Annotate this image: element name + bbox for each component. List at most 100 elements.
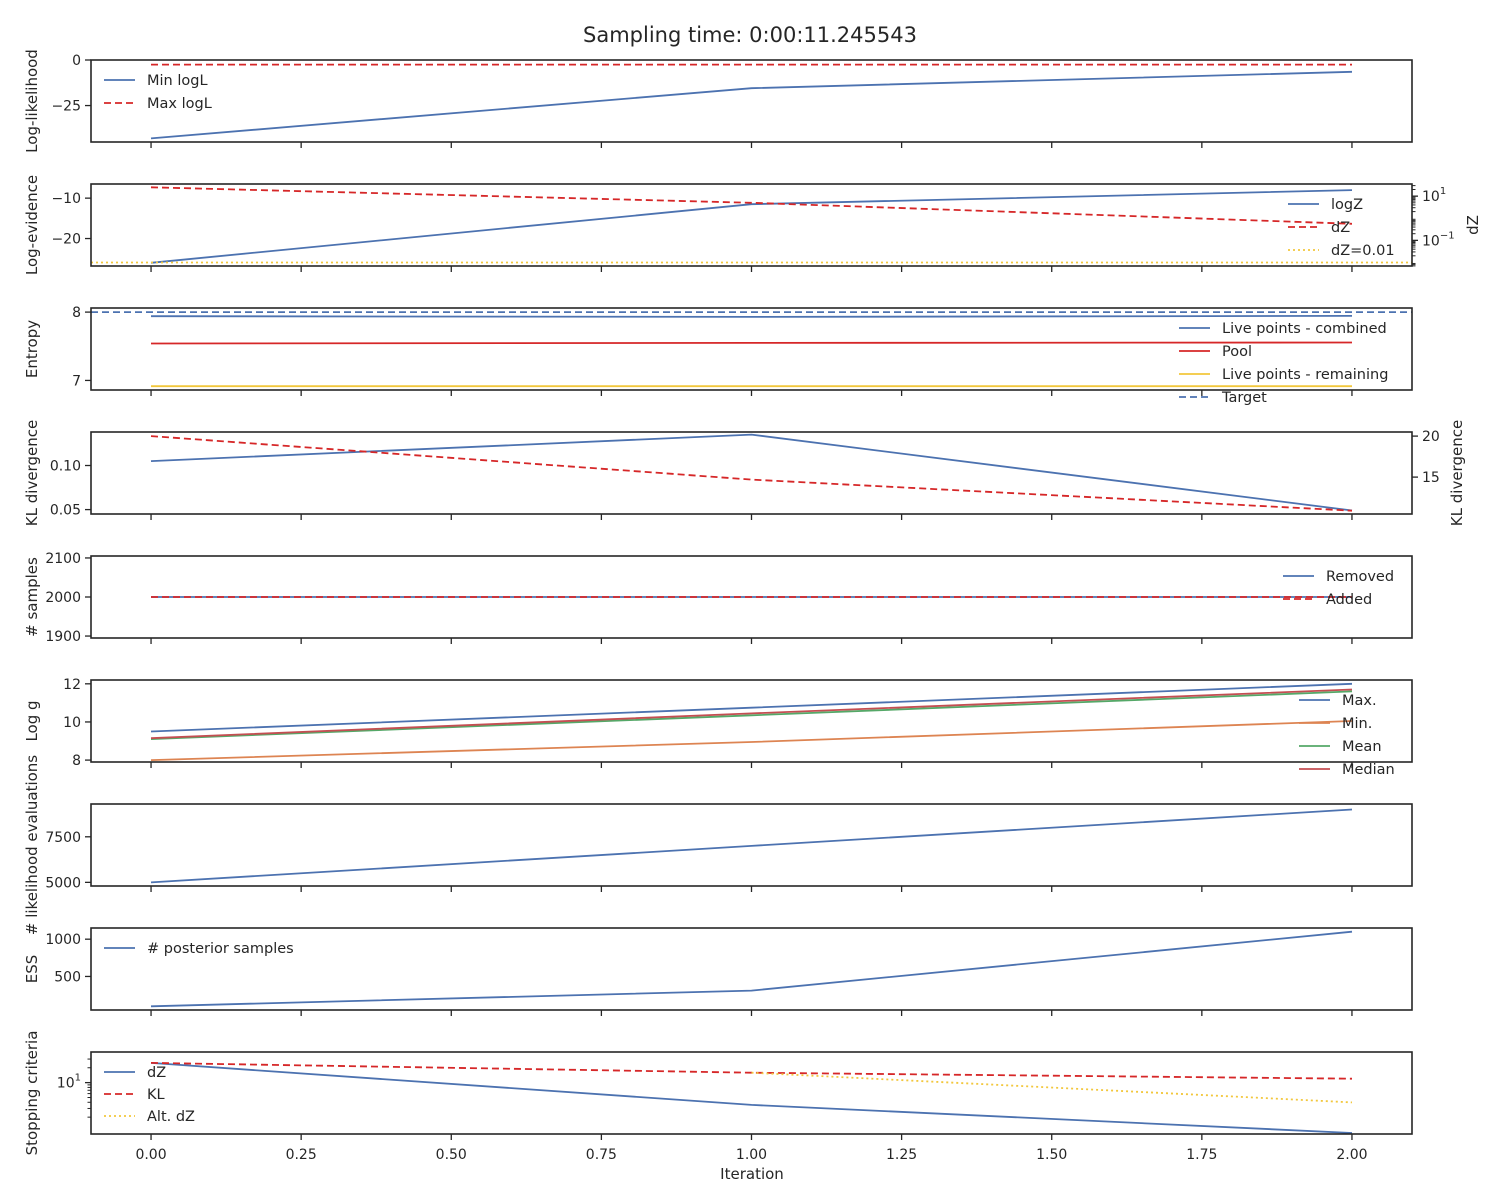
series-median (151, 690, 1352, 739)
y-tick-label: −25 (51, 99, 81, 115)
axes-frame (91, 432, 1412, 514)
legend-label: Live points - remaining (1222, 367, 1388, 383)
y-axis-label: ESS (23, 955, 41, 984)
y-right-axis-label: KL divergence (1448, 420, 1466, 526)
panels: 0 −25 Log-likelihood Min logL Max logL −10 −20… (23, 49, 1482, 1163)
series-live-points-combined (151, 316, 1352, 317)
series-logz (151, 190, 1352, 263)
y-tick-label: 12 (63, 677, 81, 693)
series-group (151, 1063, 1352, 1133)
x-tick-label: 1.25 (886, 1147, 917, 1163)
figure-title: Sampling time: 0:00:11.245543 (583, 23, 917, 47)
legend-label: Median (1342, 762, 1395, 778)
y-axis-label: Log-evidence (23, 175, 41, 275)
axes-frame (91, 308, 1412, 390)
series-1 (151, 810, 1352, 883)
y-axis-label: Log-likelihood (23, 49, 41, 153)
legend-label: dZ (147, 1065, 166, 1081)
y-tick-label: 7 (72, 373, 81, 389)
series-2 (151, 436, 1352, 511)
legend-label: Max logL (147, 96, 212, 112)
axes-frame (91, 60, 1412, 142)
y-right-tick-label: 101 (1422, 186, 1446, 205)
legend-label: Max. (1342, 693, 1377, 709)
legend-label: Mean (1342, 739, 1382, 755)
legend-label: Target (1221, 390, 1267, 406)
y-axis-label: KL divergence (23, 420, 41, 526)
panel-6: 12 10 8 Log g Max. Min. Mean Median (23, 677, 1412, 778)
series-dz (151, 187, 1352, 224)
series-max (151, 684, 1352, 732)
y-axis-label: Entropy (23, 320, 41, 378)
x-tick-label: 1.50 (1036, 1147, 1067, 1163)
axes-frame (91, 680, 1412, 762)
y-right-axis-label: dZ (1464, 215, 1482, 235)
y-tick-label: 8 (72, 753, 81, 769)
y-axis-label: # samples (23, 557, 41, 637)
x-axis-label: Iteration (720, 1165, 784, 1183)
legend-label: Pool (1222, 344, 1252, 360)
legend-label: Min logL (147, 73, 208, 89)
series-group (151, 684, 1352, 760)
x-tick-label: 0.25 (286, 1147, 317, 1163)
series-group (91, 312, 1412, 386)
y-right-tick-label: 15 (1422, 470, 1440, 486)
series-min-logl (151, 72, 1352, 139)
panel-2: −10 −20 101 10−1 dZ Log-evidence logZ dZ dZ=0.01 (23, 175, 1482, 275)
legend-label: # posterior samples (147, 941, 294, 957)
y-tick-label: 2100 (45, 551, 81, 567)
series-group (151, 435, 1352, 511)
y-right-tick-label: 10−1 (1422, 230, 1455, 249)
legend: Live points - combined Pool Live points - … (1179, 321, 1388, 406)
y-axis-label: Stopping criteria (23, 1031, 41, 1156)
legend-label: KL (147, 1087, 165, 1103)
legend: # posterior samples (104, 941, 294, 957)
y-tick-label: 8 (72, 305, 81, 321)
x-tick-label: 0.75 (586, 1147, 617, 1163)
y-tick-label: 1000 (45, 932, 81, 948)
legend-label: Live points - combined (1222, 321, 1387, 337)
legend: Max. Min. Mean Median (1299, 693, 1395, 778)
y-tick-label: −10 (51, 191, 81, 207)
x-tick-label: 0.00 (135, 1147, 166, 1163)
x-tick-label: 0.50 (436, 1147, 467, 1163)
y-axis-label: Log g (23, 700, 41, 741)
y-tick-label: 7500 (45, 830, 81, 846)
y-tick-label: −20 (51, 232, 81, 248)
series-group (151, 810, 1352, 883)
y-tick-label: 0 (72, 53, 81, 69)
series-group (151, 932, 1352, 1007)
legend: logZ dZ dZ=0.01 (1288, 197, 1395, 259)
y-tick-label: 500 (54, 969, 81, 985)
panel-5: 2100 2000 1900# samples Removed Added (23, 551, 1412, 645)
series-group (151, 65, 1352, 139)
legend-label: Alt. dZ (147, 1109, 195, 1125)
panel-4: 0.10 0.05 20 15 KL divergence KL divergence (23, 420, 1466, 526)
legend: Removed Added (1283, 569, 1394, 608)
legend-label: logZ (1331, 197, 1363, 213)
y-tick-label: 10 (63, 715, 81, 731)
y-tick-label: 101 (57, 1073, 81, 1092)
x-tick-label: 1.00 (736, 1147, 767, 1163)
legend: Min logL Max logL (104, 73, 212, 112)
x-tick-label: 1.75 (1186, 1147, 1217, 1163)
axes-frame (91, 184, 1412, 266)
y-tick-label: 1900 (45, 629, 81, 645)
legend: dZ KL Alt. dZ (104, 1065, 195, 1125)
y-tick-label: 5000 (45, 875, 81, 891)
panel-9: 101 Stopping criteria 0.00 0.25 0.50 0.75 1.00… (23, 1031, 1412, 1163)
series-1 (151, 435, 1352, 511)
series-group (91, 187, 1412, 262)
series-min (151, 721, 1352, 760)
y-axis-label: # likelihood evaluations (23, 755, 41, 935)
legend-label: Min. (1342, 716, 1372, 732)
legend-label: Added (1326, 592, 1372, 608)
x-tick-label: 2.00 (1336, 1147, 1367, 1163)
panel-7: 7500 5000# likelihood evaluations (23, 755, 1412, 935)
panel-8: 1000 500 ESS # posterior samples (23, 928, 1412, 1016)
y-tick-label: 0.10 (50, 459, 81, 475)
y-tick-label: 2000 (45, 590, 81, 606)
legend-label: Removed (1326, 569, 1394, 585)
